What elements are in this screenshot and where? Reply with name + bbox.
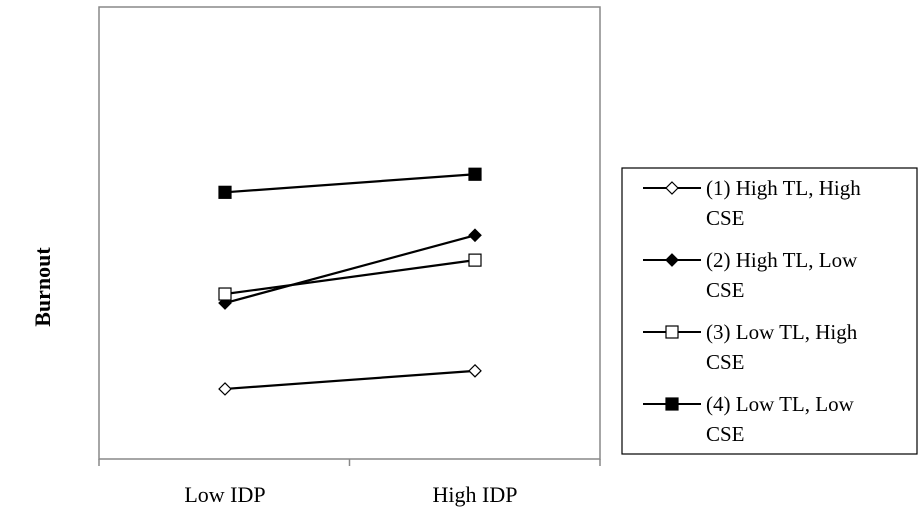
series-3-point-2 [468, 253, 482, 267]
legend-label-3: (3) Low TL, High CSE [706, 320, 858, 374]
legend-marker-3 [665, 325, 679, 339]
legend-entry-3: (3) Low TL, High CSE [643, 320, 858, 374]
series-4-point-2 [468, 167, 482, 181]
y-axis-label: Burnout [30, 247, 55, 327]
series-4 [218, 167, 482, 199]
legend-entry-4: (4) Low TL, Low CSE [643, 392, 855, 446]
legend-label-2: (2) High TL, Low CSE [706, 248, 858, 302]
series-3-point-1 [218, 287, 232, 301]
series-1 [218, 364, 482, 396]
series-4-point-1 [218, 185, 232, 199]
series-2-line [224, 234, 476, 305]
legend-marker-1 [665, 181, 679, 195]
plot-area [98, 6, 601, 460]
legend-label-1: (1) High TL, High CSE [706, 176, 861, 230]
series-2 [218, 228, 482, 310]
series-3-line [224, 259, 476, 296]
series-1-line [224, 369, 476, 391]
series-layer [218, 167, 482, 396]
series-3 [218, 253, 482, 301]
x-tick-label-low-idp: Low IDP [184, 482, 265, 507]
legend-marker-2 [665, 253, 679, 267]
series-2-point-2 [468, 228, 482, 243]
x-tick-label-high-idp: High IDP [433, 482, 518, 507]
legend-entry-2: (2) High TL, Low CSE [643, 248, 858, 302]
series-1-point-1 [218, 382, 232, 396]
legend-label-4: (4) Low TL, Low CSE [706, 392, 855, 446]
legend: (1) High TL, High CSE (2) High TL, Low CSE (… [643, 176, 861, 446]
legend-marker-4 [665, 397, 679, 411]
legend-entry-1: (1) High TL, High CSE [643, 176, 861, 230]
series-1-point-2 [468, 364, 482, 378]
series-4-line [224, 173, 476, 194]
